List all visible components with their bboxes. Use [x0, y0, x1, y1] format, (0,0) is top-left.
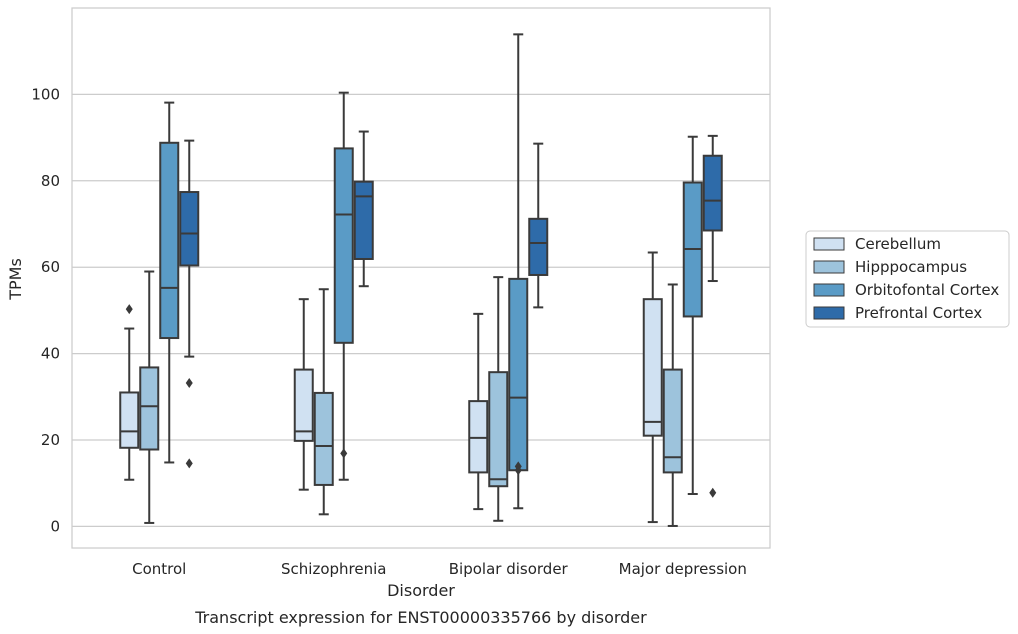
chart-caption: Transcript expression for ENST0000033576… [194, 608, 647, 627]
outlier-point [185, 458, 193, 469]
y-tick-label: 40 [41, 345, 60, 363]
x-axis-label: Disorder [387, 581, 455, 600]
box-iqr [508, 277, 529, 472]
box-iqr [662, 368, 683, 474]
box-iqr [353, 180, 374, 260]
legend-item: Cerebellum [813, 235, 941, 253]
legend-label: Hipppocampus [855, 258, 967, 276]
box [313, 288, 334, 516]
legend-frame [805, 230, 1010, 328]
x-tick-label: Control [132, 560, 186, 578]
box [682, 135, 703, 495]
box-iqr [119, 391, 140, 449]
legend-label: Cerebellum [855, 235, 941, 253]
legend-swatch [813, 237, 845, 251]
outlier-point [340, 448, 348, 459]
outlier-point [125, 304, 133, 315]
outlier-point [709, 487, 717, 498]
y-tick-labels: 0 20 40 60 80 100 [31, 85, 60, 535]
series-1 [139, 270, 683, 527]
legend-label: Prefrontal Cortex [855, 304, 982, 322]
box [642, 251, 663, 524]
box-iqr [488, 371, 509, 488]
y-tick-label: 80 [41, 172, 60, 190]
y-tick-label: 60 [41, 258, 60, 276]
box [702, 134, 723, 498]
box [488, 276, 509, 522]
legend-swatch [813, 283, 845, 297]
legend: Cerebellum Hipppocampus Orbitofontal Corte… [805, 230, 1010, 328]
x-tick-label: Bipolar disorder [449, 560, 569, 578]
box-iqr [313, 391, 334, 486]
box [293, 298, 314, 491]
box-iqr [333, 147, 354, 344]
y-axis-label: TPMs [6, 258, 25, 301]
x-tick-label: Schizophrenia [281, 560, 386, 578]
series-0 [119, 251, 663, 524]
y-tick-label: 100 [31, 85, 60, 103]
outlier-point [514, 465, 522, 476]
box [139, 270, 160, 524]
series-2 [159, 33, 703, 510]
box-iqr [139, 366, 160, 451]
box [353, 130, 374, 288]
legend-item: Orbitofontal Cortex [813, 281, 999, 299]
box [662, 283, 683, 527]
box [528, 142, 549, 309]
plot-frame [71, 7, 771, 549]
legend-item: Prefrontal Cortex [813, 304, 982, 322]
y-tick-label: 0 [50, 517, 60, 535]
legend-swatch [813, 306, 845, 320]
box-series-layer [119, 33, 723, 527]
box-iqr [468, 400, 489, 474]
box [468, 312, 489, 511]
box [333, 91, 354, 481]
box-iqr [528, 217, 549, 276]
box [179, 139, 200, 469]
box-iqr [642, 298, 663, 437]
legend-item: Hipppocampus [813, 258, 967, 276]
legend-label: Orbitofontal Cortex [855, 281, 999, 299]
box [119, 304, 140, 481]
box-iqr [702, 154, 723, 232]
box [159, 101, 180, 464]
box-iqr [179, 191, 200, 267]
series-3 [179, 130, 723, 498]
legend-swatch [813, 260, 845, 274]
box [508, 33, 529, 510]
box-iqr [293, 368, 314, 442]
outlier-point [185, 377, 193, 388]
x-tick-label: Major depression [619, 560, 747, 578]
y-tick-label: 20 [41, 431, 60, 449]
box-iqr [159, 141, 180, 340]
x-tick-labels: Control Schizophrenia Bipolar disorder Majo… [132, 560, 747, 578]
